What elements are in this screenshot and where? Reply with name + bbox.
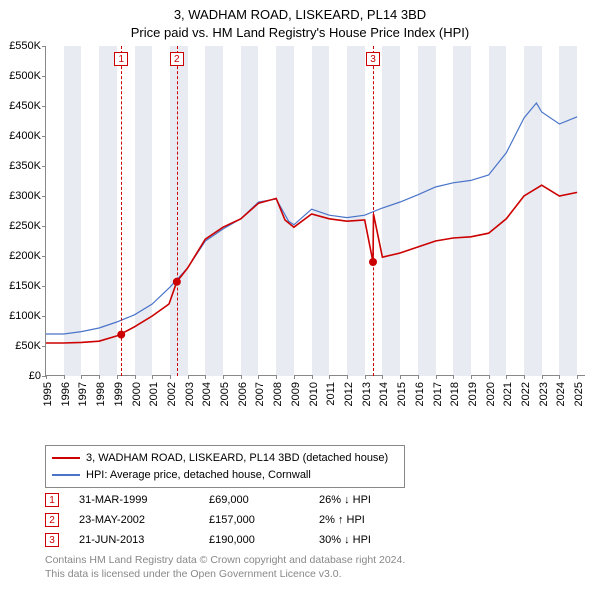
y-axis-label: £500K [1, 70, 41, 82]
x-tick-mark [46, 375, 47, 379]
legend-row-price: 3, WADHAM ROAD, LISKEARD, PL14 3BD (deta… [52, 450, 398, 467]
y-axis-label: £50K [1, 340, 41, 352]
x-tick-mark [542, 375, 543, 379]
footer-attribution: Contains HM Land Registry data © Crown c… [45, 554, 405, 581]
y-tick-mark [42, 106, 46, 107]
x-tick-mark [471, 375, 472, 379]
chart-area: £0£50K£100K£150K£200K£250K£300K£350K£400… [45, 46, 585, 406]
sales-delta: 30% ↓ HPI [319, 534, 429, 546]
sale-marker-box: 3 [366, 52, 380, 66]
y-axis-label: £300K [1, 190, 41, 202]
x-tick-mark [117, 375, 118, 379]
x-tick-mark [241, 375, 242, 379]
sales-date: 21-JUN-2013 [79, 534, 209, 546]
legend-swatch-price [52, 457, 80, 459]
y-tick-mark [42, 256, 46, 257]
x-tick-mark [418, 375, 419, 379]
sales-date: 31-MAR-1999 [79, 494, 209, 506]
sales-row: 1 31-MAR-1999£69,00026% ↓ HPI [45, 490, 429, 510]
x-tick-mark [453, 375, 454, 379]
y-tick-mark [42, 196, 46, 197]
sales-price: £69,000 [209, 494, 319, 506]
hpi-line [46, 103, 577, 334]
legend-row-hpi: HPI: Average price, detached house, Corn… [52, 467, 398, 484]
x-tick-mark [559, 375, 560, 379]
y-axis-label: £250K [1, 220, 41, 232]
y-axis-label: £150K [1, 280, 41, 292]
footer-line-1: Contains HM Land Registry data © Crown c… [45, 554, 405, 568]
y-tick-mark [42, 226, 46, 227]
x-tick-mark [436, 375, 437, 379]
sales-idx-box: 1 [45, 493, 59, 507]
y-tick-mark [42, 46, 46, 47]
sales-date: 23-MAY-2002 [79, 514, 209, 526]
y-axis-label: £200K [1, 250, 41, 262]
y-axis-label: £0 [1, 370, 41, 382]
footer-line-2: This data is licensed under the Open Gov… [45, 568, 405, 582]
x-tick-mark [276, 375, 277, 379]
legend-label-hpi: HPI: Average price, detached house, Corn… [86, 467, 311, 484]
x-tick-mark [99, 375, 100, 379]
sale-marker-box: 1 [114, 52, 128, 66]
x-tick-mark [170, 375, 171, 379]
chart-lines-svg [46, 46, 586, 376]
x-tick-mark [400, 375, 401, 379]
y-axis-label: £550K [1, 40, 41, 52]
y-tick-mark [42, 76, 46, 77]
sales-price: £190,000 [209, 534, 319, 546]
x-tick-mark [382, 375, 383, 379]
chart-title-block: 3, WADHAM ROAD, LISKEARD, PL14 3BD Price… [0, 0, 600, 41]
x-tick-mark [294, 375, 295, 379]
x-tick-mark [506, 375, 507, 379]
x-tick-mark [577, 375, 578, 379]
sales-table: 1 31-MAR-1999£69,00026% ↓ HPI 2 23-MAY-2002… [45, 490, 429, 550]
x-tick-mark [135, 375, 136, 379]
x-tick-mark [258, 375, 259, 379]
legend-label-price: 3, WADHAM ROAD, LISKEARD, PL14 3BD (deta… [86, 450, 388, 467]
x-tick-mark [64, 375, 65, 379]
sales-delta: 2% ↑ HPI [319, 514, 429, 526]
y-axis-label: £450K [1, 100, 41, 112]
sales-price: £157,000 [209, 514, 319, 526]
y-tick-mark [42, 136, 46, 137]
x-tick-mark [489, 375, 490, 379]
x-tick-mark [81, 375, 82, 379]
sales-row: 3 21-JUN-2013£190,00030% ↓ HPI [45, 530, 429, 550]
y-axis-label: £400K [1, 130, 41, 142]
legend-swatch-hpi [52, 474, 80, 476]
plot-area: £0£50K£100K£150K£200K£250K£300K£350K£400… [45, 46, 585, 376]
sales-idx-box: 2 [45, 513, 59, 527]
sales-delta: 26% ↓ HPI [319, 494, 429, 506]
x-tick-mark [347, 375, 348, 379]
y-tick-mark [42, 346, 46, 347]
sales-idx-box: 3 [45, 533, 59, 547]
title-line-1: 3, WADHAM ROAD, LISKEARD, PL14 3BD [0, 6, 600, 24]
sale-vline [177, 46, 178, 376]
y-tick-mark [42, 316, 46, 317]
sale-vline [121, 46, 122, 376]
sale-marker-box: 2 [170, 52, 184, 66]
x-tick-mark [223, 375, 224, 379]
x-tick-mark [365, 375, 366, 379]
y-axis-label: £350K [1, 160, 41, 172]
title-line-2: Price paid vs. HM Land Registry's House … [0, 24, 600, 42]
sales-row: 2 23-MAY-2002£157,0002% ↑ HPI [45, 510, 429, 530]
y-tick-mark [42, 286, 46, 287]
y-tick-mark [42, 166, 46, 167]
x-tick-mark [329, 375, 330, 379]
x-tick-mark [152, 375, 153, 379]
legend-box: 3, WADHAM ROAD, LISKEARD, PL14 3BD (deta… [45, 445, 405, 488]
sale-vline [373, 46, 374, 376]
x-tick-mark [205, 375, 206, 379]
x-tick-mark [524, 375, 525, 379]
x-tick-mark [188, 375, 189, 379]
y-axis-label: £100K [1, 310, 41, 322]
x-tick-mark [312, 375, 313, 379]
